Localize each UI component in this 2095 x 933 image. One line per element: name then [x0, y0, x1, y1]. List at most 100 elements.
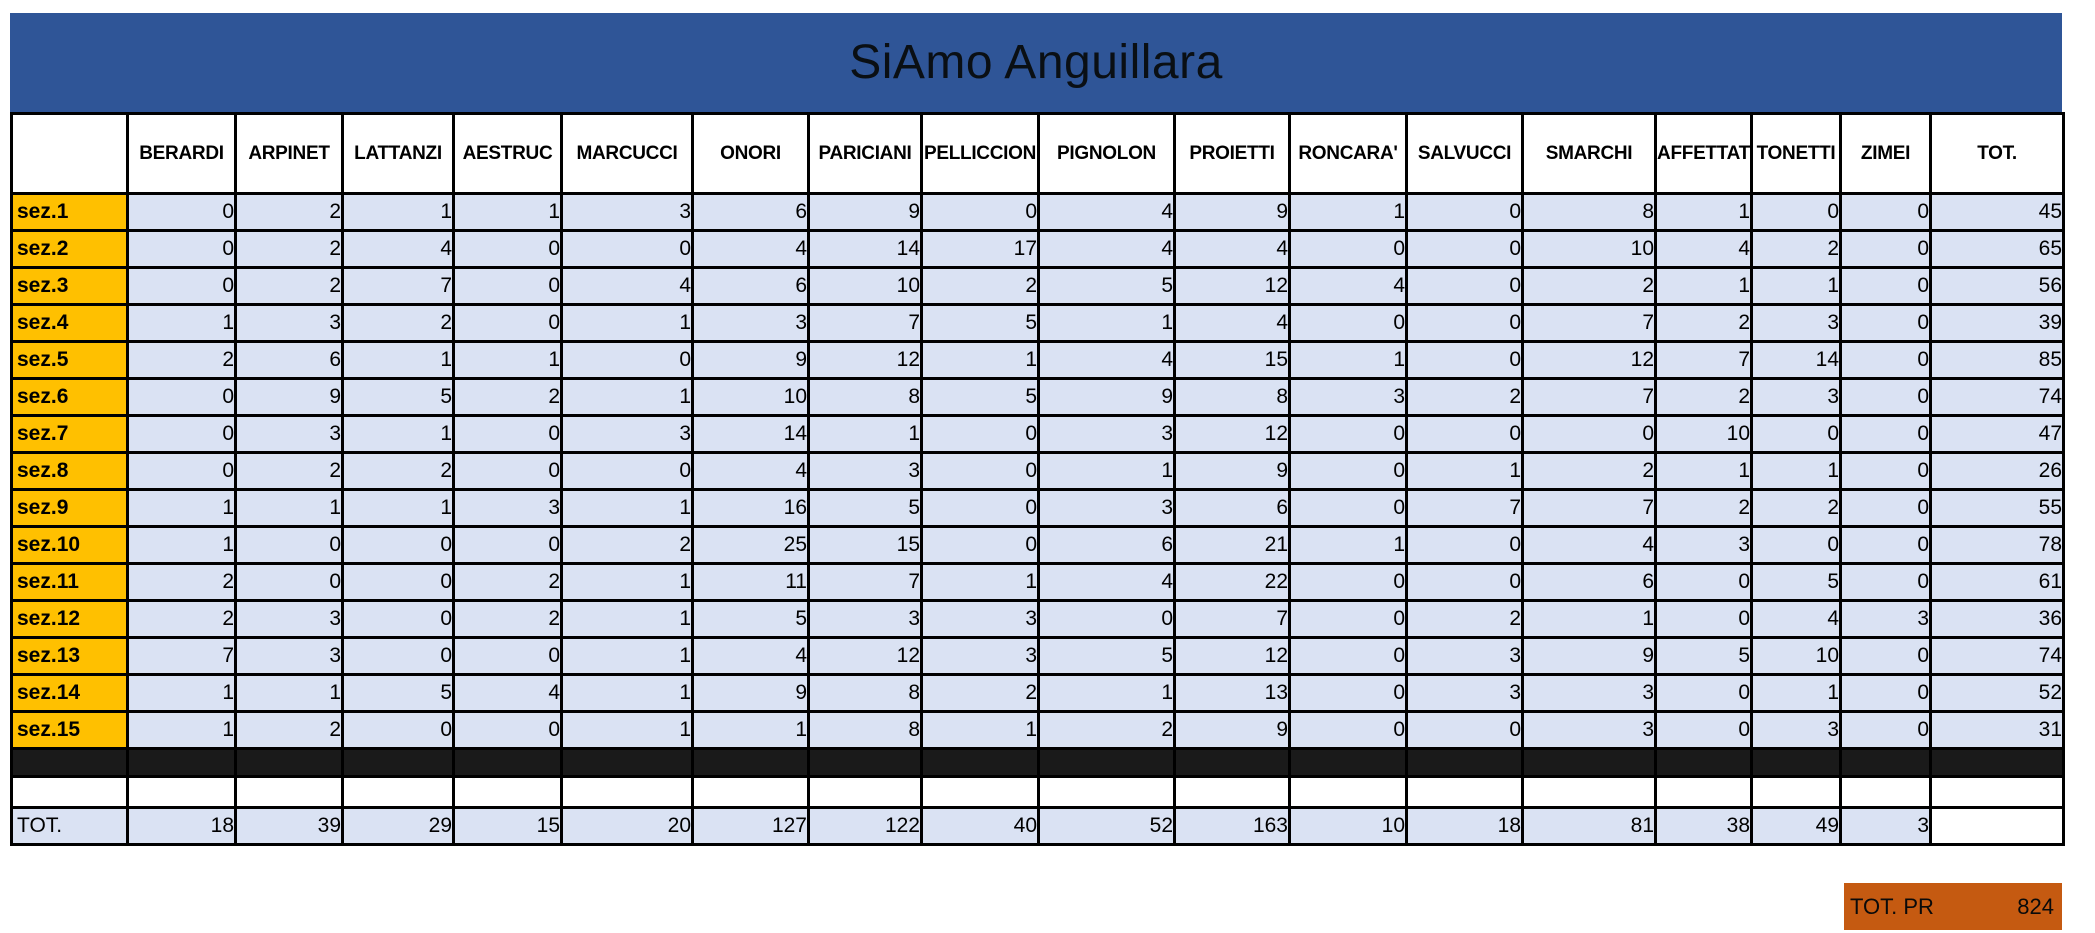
data-cell[interactable]: 0 [1654, 599, 1753, 639]
data-cell[interactable]: 15 [1173, 340, 1291, 380]
data-cell[interactable]: 2 [234, 710, 344, 750]
column-header[interactable]: ARPINET [234, 112, 344, 195]
data-cell[interactable]: 0 [1839, 340, 1932, 380]
data-cell[interactable]: 4 [1173, 303, 1291, 343]
empty-row-cell[interactable] [1173, 775, 1291, 809]
data-cell[interactable]: 21 [1173, 525, 1291, 565]
data-cell[interactable]: 4 [1654, 229, 1753, 269]
row-label[interactable]: sez.2 [10, 229, 129, 269]
data-cell[interactable]: 7 [341, 266, 455, 306]
empty-row-cell[interactable] [1288, 775, 1408, 809]
data-cell[interactable]: 1 [1405, 451, 1524, 491]
row-total-cell[interactable]: 31 [1929, 710, 2065, 750]
data-cell[interactable]: 2 [234, 266, 344, 306]
data-cell[interactable]: 10 [1750, 636, 1842, 676]
data-cell[interactable]: 25 [691, 525, 810, 565]
row-total-cell[interactable]: 85 [1929, 340, 2065, 380]
data-cell[interactable]: 0 [452, 414, 563, 454]
separator-row-cell[interactable] [807, 747, 923, 778]
data-cell[interactable]: 10 [1521, 229, 1657, 269]
data-cell[interactable]: 2 [920, 673, 1040, 713]
data-cell[interactable]: 1 [807, 414, 923, 454]
column-header[interactable]: AFFETTAT [1654, 112, 1753, 195]
total-cell[interactable]: 3 [1839, 806, 1932, 846]
data-cell[interactable]: 1 [341, 340, 455, 380]
data-cell[interactable]: 3 [807, 451, 923, 491]
data-cell[interactable]: 1 [1750, 266, 1842, 306]
data-cell[interactable]: 6 [1037, 525, 1176, 565]
empty-row-cell[interactable] [1929, 775, 2065, 809]
row-label[interactable]: sez.12 [10, 599, 129, 639]
total-cell[interactable]: 18 [126, 806, 237, 846]
data-cell[interactable]: 2 [1521, 451, 1657, 491]
data-cell[interactable]: 15 [807, 525, 923, 565]
empty-row-cell[interactable] [1521, 775, 1657, 809]
total-cell[interactable]: 122 [807, 806, 923, 846]
column-header[interactable]: BERARDI [126, 112, 237, 195]
data-cell[interactable]: 0 [1288, 451, 1408, 491]
empty-row-cell[interactable] [452, 775, 563, 809]
data-cell[interactable]: 1 [234, 488, 344, 528]
data-cell[interactable]: 4 [691, 451, 810, 491]
data-cell[interactable]: 10 [807, 266, 923, 306]
column-header[interactable]: PARICIANI [807, 112, 923, 195]
row-total-cell[interactable]: 26 [1929, 451, 2065, 491]
total-cell[interactable]: 127 [691, 806, 810, 846]
data-cell[interactable]: 4 [1037, 192, 1176, 232]
data-cell[interactable]: 0 [126, 192, 237, 232]
data-cell[interactable]: 4 [1037, 229, 1176, 269]
data-cell[interactable]: 1 [920, 340, 1040, 380]
data-cell[interactable]: 2 [341, 451, 455, 491]
empty-row-cell[interactable] [1405, 775, 1524, 809]
data-cell[interactable]: 3 [920, 599, 1040, 639]
data-cell[interactable]: 1 [341, 488, 455, 528]
data-cell[interactable]: 7 [1654, 340, 1753, 380]
separator-row-cell[interactable] [691, 747, 810, 778]
empty-row-cell[interactable] [560, 775, 694, 809]
data-cell[interactable]: 7 [1405, 488, 1524, 528]
data-cell[interactable]: 2 [452, 562, 563, 602]
data-cell[interactable]: 5 [341, 673, 455, 713]
data-cell[interactable]: 5 [341, 377, 455, 417]
data-cell[interactable]: 1 [1288, 192, 1408, 232]
total-cell[interactable]: 29 [341, 806, 455, 846]
row-label[interactable]: sez.8 [10, 451, 129, 491]
total-cell[interactable]: 10 [1288, 806, 1408, 846]
data-cell[interactable]: 7 [1521, 303, 1657, 343]
data-cell[interactable]: 14 [691, 414, 810, 454]
separator-row-cell[interactable] [1037, 747, 1176, 778]
total-cell[interactable]: 49 [1750, 806, 1842, 846]
data-cell[interactable]: 8 [807, 377, 923, 417]
totals-blank-cell[interactable] [1929, 806, 2065, 846]
total-cell[interactable]: 81 [1521, 806, 1657, 846]
data-cell[interactable]: 0 [1839, 636, 1932, 676]
row-label[interactable]: sez.6 [10, 377, 129, 417]
separator-row-cell[interactable] [1654, 747, 1753, 778]
row-total-cell[interactable]: 45 [1929, 192, 2065, 232]
data-cell[interactable]: 0 [1839, 488, 1932, 528]
data-cell[interactable]: 0 [452, 525, 563, 565]
total-cell[interactable]: 38 [1654, 806, 1753, 846]
row-total-cell[interactable]: 47 [1929, 414, 2065, 454]
data-cell[interactable]: 0 [341, 599, 455, 639]
row-total-cell[interactable]: 74 [1929, 636, 2065, 676]
row-total-cell[interactable]: 55 [1929, 488, 2065, 528]
data-cell[interactable]: 0 [1839, 451, 1932, 491]
data-cell[interactable]: 9 [691, 340, 810, 380]
data-cell[interactable]: 12 [1173, 414, 1291, 454]
data-cell[interactable]: 6 [691, 266, 810, 306]
data-cell[interactable]: 0 [1839, 673, 1932, 713]
data-cell[interactable]: 2 [1654, 488, 1753, 528]
data-cell[interactable]: 7 [807, 303, 923, 343]
data-cell[interactable]: 12 [807, 340, 923, 380]
data-cell[interactable]: 3 [691, 303, 810, 343]
data-cell[interactable]: 2 [1654, 377, 1753, 417]
data-cell[interactable]: 2 [126, 599, 237, 639]
data-cell[interactable]: 9 [1173, 192, 1291, 232]
data-cell[interactable]: 1 [341, 414, 455, 454]
data-cell[interactable]: 7 [1521, 488, 1657, 528]
empty-row-cell[interactable] [1839, 775, 1932, 809]
data-cell[interactable]: 3 [1288, 377, 1408, 417]
data-cell[interactable]: 0 [920, 488, 1040, 528]
data-cell[interactable]: 2 [1405, 377, 1524, 417]
